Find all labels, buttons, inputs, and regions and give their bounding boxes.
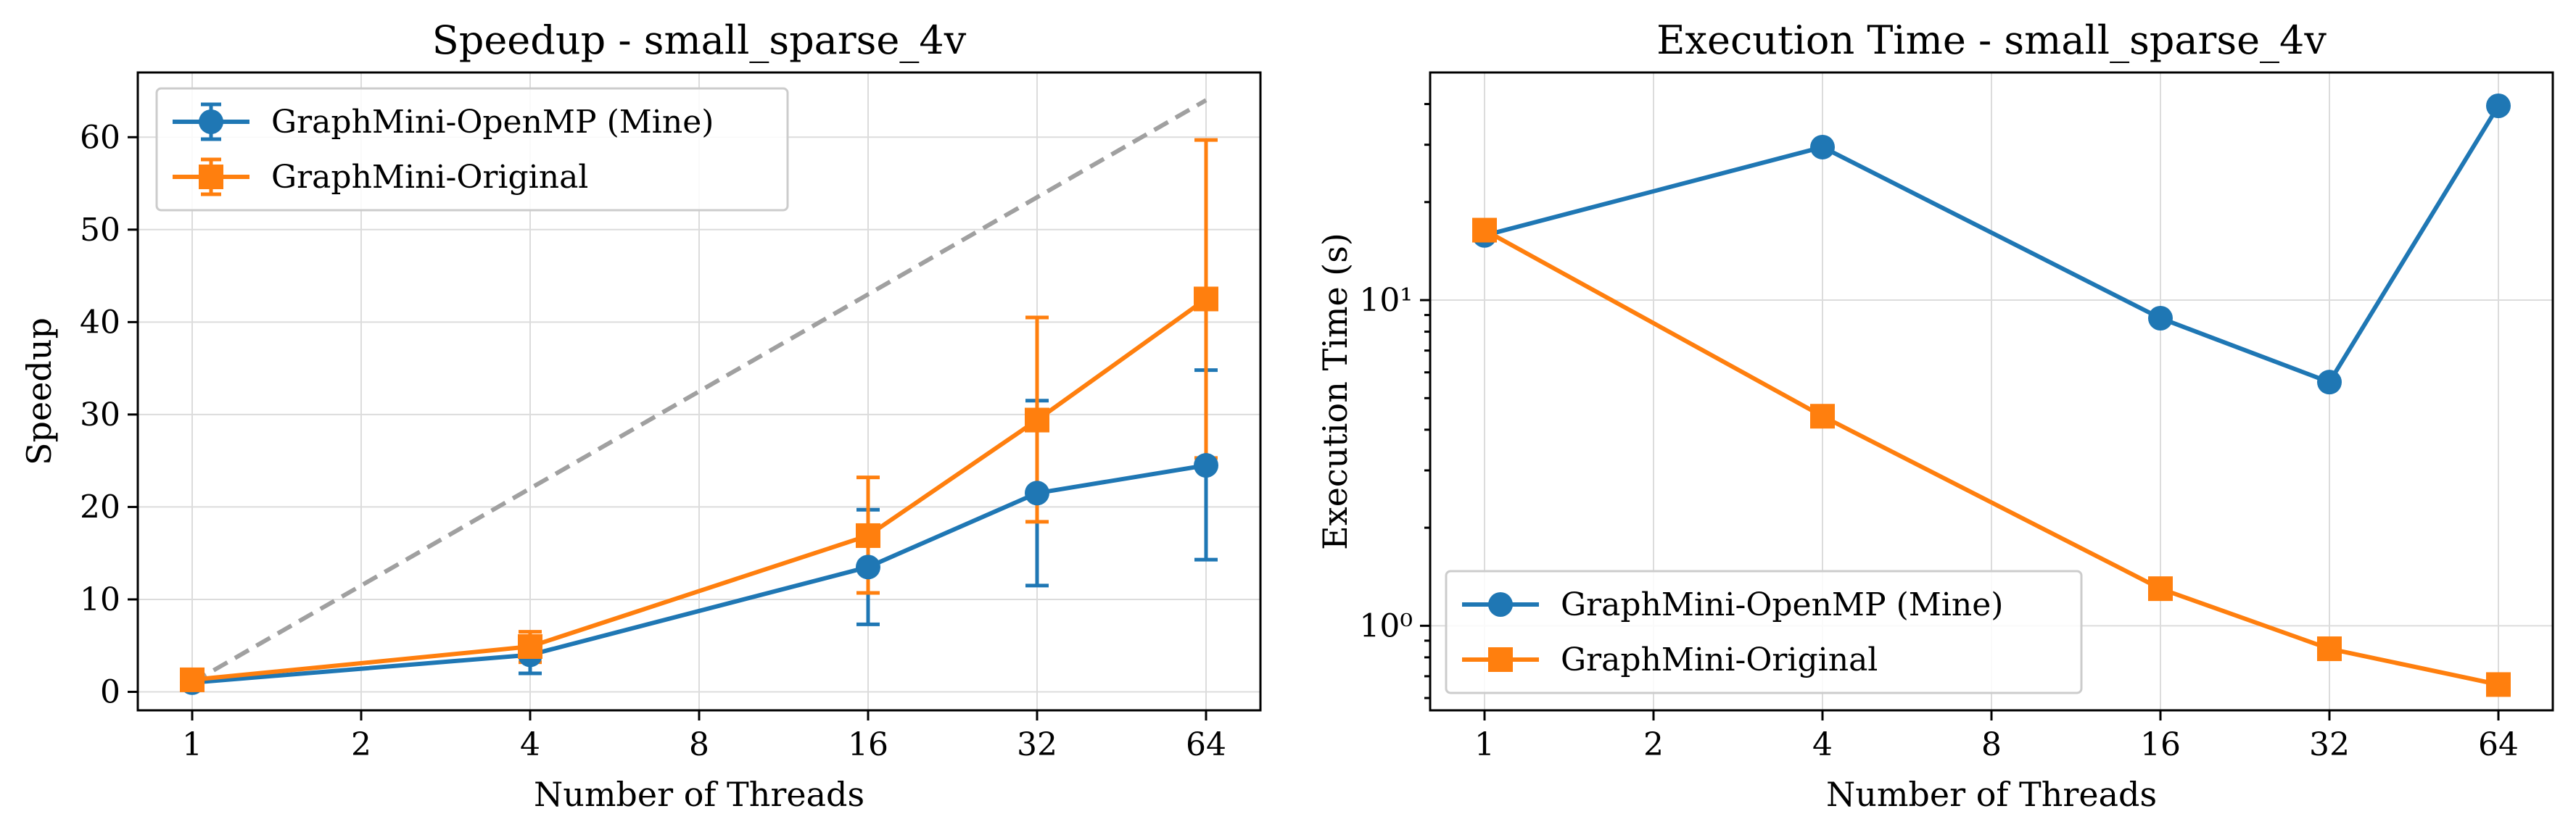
- y-tick-label: 10: [80, 581, 120, 618]
- data-point-square: [2147, 576, 2173, 602]
- axes-frame: [1429, 71, 2554, 712]
- y-tick-label: 50: [80, 212, 120, 249]
- legend-box: [1445, 570, 2083, 694]
- x-tick-label: 32: [2309, 726, 2350, 763]
- x-tick-label: 2: [1643, 726, 1664, 763]
- data-point-circle: [855, 554, 880, 580]
- y-tick-label: 10⁰: [1359, 607, 1413, 644]
- data-point-square: [2485, 672, 2511, 697]
- legend-label: GraphMini-Original: [1561, 641, 1878, 678]
- legend-marker-circle: [1488, 592, 1513, 617]
- x-tick-label: 32: [1017, 726, 1057, 763]
- data-point-circle: [1810, 134, 1836, 159]
- x-tick-label: 4: [520, 726, 540, 763]
- speedup-chart: 1 2 4 8 16 32 64 0 10 20 30 40 50 60 Speedup - small_s…: [20, 17, 1262, 814]
- y-axis-label: Speedup: [20, 317, 59, 465]
- x-tick-label: 1: [182, 726, 202, 763]
- data-point-square: [855, 523, 880, 548]
- execution-time-chart: 1 2 4 8 16 32 64 10⁰ 10¹ Execution Time - small_s…: [1316, 17, 2554, 814]
- y-tick-label: 10¹: [1359, 282, 1413, 319]
- legend-label: GraphMini-OpenMP (Mine): [271, 104, 714, 141]
- x-tick-label: 64: [2478, 726, 2519, 763]
- axes-frame: [136, 71, 1262, 712]
- x-tick-label: 8: [689, 726, 709, 763]
- data-point-square: [518, 634, 543, 659]
- legend-label: GraphMini-Original: [271, 159, 588, 196]
- x-tick-label: 8: [1981, 726, 2002, 763]
- x-tick-label: 64: [1186, 726, 1226, 763]
- data-point-square: [1472, 217, 1498, 243]
- x-tick-label: 16: [848, 726, 888, 763]
- legend: GraphMini-OpenMP (Mine) GraphMini-Origina…: [155, 87, 789, 212]
- y-tick-label: 30: [80, 396, 120, 433]
- x-tick-label: 1: [1474, 726, 1495, 763]
- x-tick-label: 16: [2140, 726, 2181, 763]
- data-point-circle: [2485, 93, 2511, 118]
- data-point-square: [1024, 407, 1049, 433]
- chart-title: Speedup - small_sparse_4v: [432, 17, 967, 63]
- legend: GraphMini-OpenMP (Mine) GraphMini-Origina…: [1445, 570, 2083, 694]
- y-tick-label: 40: [80, 304, 120, 341]
- x-tick-label: 4: [1812, 726, 1833, 763]
- legend-marker-circle: [199, 109, 223, 134]
- x-tick-label: 2: [351, 726, 371, 763]
- data-point-square: [180, 667, 205, 692]
- data-point-circle: [1024, 481, 1049, 506]
- legend-marker-square: [199, 165, 223, 189]
- legend-box: [155, 87, 789, 212]
- x-axis-label: Number of Threads: [534, 775, 864, 814]
- y-tick-label: 60: [80, 119, 120, 156]
- legend-label: GraphMini-OpenMP (Mine): [1561, 586, 2003, 623]
- data-point-circle: [2316, 370, 2342, 395]
- data-point-square: [1193, 286, 1218, 312]
- x-axis-label: Number of Threads: [1826, 775, 2157, 814]
- y-tick-label: 20: [80, 489, 120, 525]
- data-point-circle: [2147, 305, 2173, 331]
- y-axis-label: Execution Time (s): [1316, 233, 1355, 550]
- data-point-circle: [1193, 453, 1218, 478]
- plot-area: [1472, 93, 2511, 697]
- plot-area: [180, 98, 1218, 695]
- legend-marker-square: [1488, 647, 1513, 672]
- y-tick-label: 0: [100, 673, 120, 710]
- chart-title: Execution Time - small_sparse_4v: [1656, 17, 2327, 63]
- data-point-square: [2316, 636, 2342, 662]
- ideal-speedup-line: [191, 98, 1208, 685]
- data-point-square: [1810, 404, 1836, 429]
